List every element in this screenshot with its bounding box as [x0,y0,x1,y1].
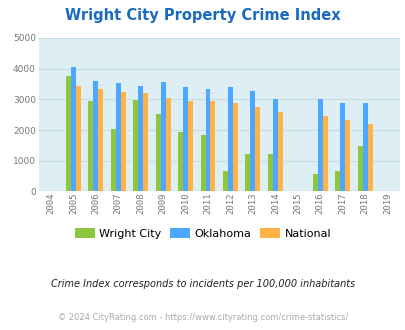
Bar [312,174,317,191]
Bar [222,172,228,191]
Bar [76,86,81,191]
Bar [277,112,282,191]
Bar [71,67,76,191]
Bar [138,86,143,191]
Bar [156,114,160,191]
Bar [322,116,327,191]
Bar [178,132,183,191]
Bar [335,171,339,191]
Bar [339,103,344,191]
Bar [165,98,170,191]
Bar [160,82,165,191]
Bar [200,135,205,191]
Bar [111,129,115,191]
Bar [115,83,120,191]
Bar [93,81,98,191]
Bar [210,101,215,191]
Bar [120,92,125,191]
Bar [267,154,272,191]
Bar [317,99,322,191]
Legend: Wright City, Oklahoma, National: Wright City, Oklahoma, National [70,224,335,244]
Bar [232,103,237,191]
Bar [66,76,71,191]
Bar [362,103,367,191]
Bar [133,100,138,191]
Text: © 2024 CityRating.com - https://www.cityrating.com/crime-statistics/: © 2024 CityRating.com - https://www.city… [58,313,347,322]
Bar [250,91,255,191]
Text: Crime Index corresponds to incidents per 100,000 inhabitants: Crime Index corresponds to incidents per… [51,279,354,289]
Bar [188,101,192,191]
Bar [344,119,349,191]
Bar [183,87,188,191]
Bar [88,101,93,191]
Bar [367,124,372,191]
Bar [143,93,148,191]
Bar [272,99,277,191]
Bar [205,89,210,191]
Bar [228,87,232,191]
Bar [245,154,250,191]
Bar [98,89,103,191]
Bar [255,107,260,191]
Bar [357,146,362,191]
Text: Wright City Property Crime Index: Wright City Property Crime Index [65,8,340,23]
